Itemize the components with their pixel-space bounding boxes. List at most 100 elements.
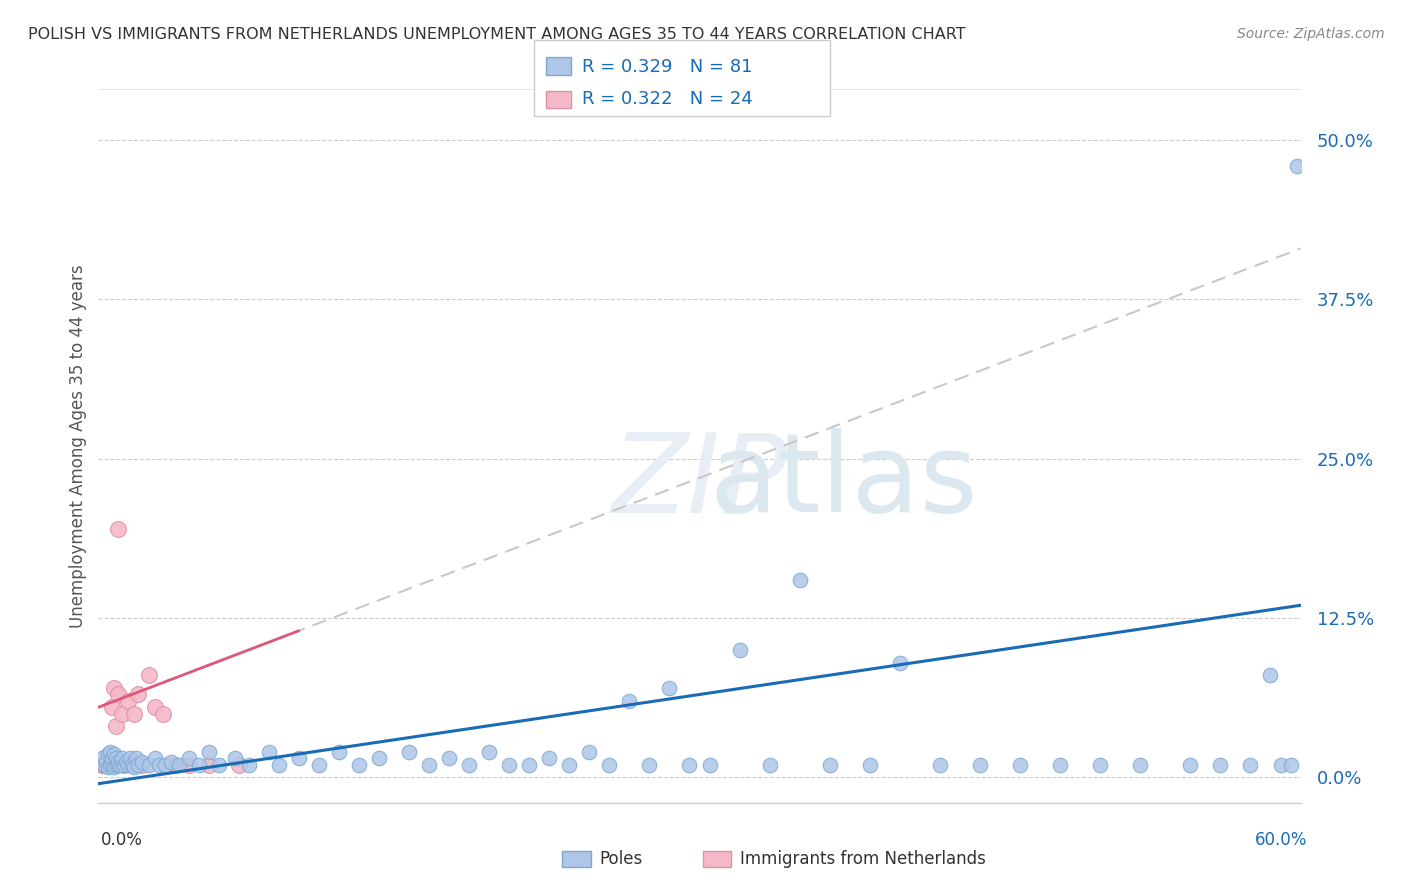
Point bbox=[117, 757, 139, 772]
Point bbox=[538, 751, 561, 765]
Point bbox=[121, 757, 143, 772]
Point bbox=[107, 757, 129, 772]
Point bbox=[498, 757, 520, 772]
Text: Immigrants from Netherlands: Immigrants from Netherlands bbox=[740, 850, 986, 868]
Point bbox=[97, 757, 120, 772]
Point bbox=[818, 757, 841, 772]
Point bbox=[97, 747, 120, 762]
Point bbox=[91, 757, 114, 772]
Point bbox=[658, 681, 681, 695]
Point bbox=[758, 757, 780, 772]
Point bbox=[328, 745, 350, 759]
Point bbox=[97, 760, 120, 774]
Point bbox=[969, 757, 991, 772]
Point bbox=[101, 751, 124, 765]
Point bbox=[929, 757, 952, 772]
Point bbox=[347, 757, 370, 772]
Point bbox=[103, 757, 125, 772]
Point bbox=[1129, 757, 1152, 772]
Point bbox=[96, 757, 118, 772]
Point bbox=[1239, 757, 1261, 772]
Point bbox=[418, 757, 440, 772]
Point bbox=[103, 760, 125, 774]
Point bbox=[105, 719, 128, 733]
Point bbox=[1279, 757, 1302, 772]
Point bbox=[117, 694, 139, 708]
Point bbox=[128, 688, 150, 702]
Point bbox=[105, 757, 128, 772]
Point bbox=[224, 751, 246, 765]
Point bbox=[163, 757, 186, 772]
Point bbox=[889, 656, 911, 670]
Point bbox=[93, 757, 115, 772]
Point bbox=[228, 757, 250, 772]
Point bbox=[1209, 757, 1232, 772]
Y-axis label: Unemployment Among Ages 35 to 44 years: Unemployment Among Ages 35 to 44 years bbox=[69, 264, 87, 628]
Point bbox=[124, 706, 146, 721]
Point bbox=[115, 755, 138, 769]
Point bbox=[1285, 159, 1308, 173]
Point bbox=[197, 745, 219, 759]
Point bbox=[728, 643, 751, 657]
Point bbox=[107, 755, 129, 769]
Point bbox=[368, 751, 391, 765]
Point bbox=[288, 751, 311, 765]
Text: R = 0.329   N = 81: R = 0.329 N = 81 bbox=[582, 59, 752, 77]
Point bbox=[138, 757, 160, 772]
Point bbox=[678, 757, 700, 772]
Point bbox=[100, 745, 122, 759]
Point bbox=[93, 757, 115, 772]
Point bbox=[558, 757, 581, 772]
Point bbox=[111, 706, 134, 721]
Point bbox=[267, 757, 290, 772]
Text: atlas: atlas bbox=[710, 428, 979, 535]
Point bbox=[103, 681, 125, 695]
Point bbox=[101, 700, 124, 714]
Point bbox=[1010, 757, 1032, 772]
Point bbox=[114, 757, 136, 772]
Point bbox=[96, 755, 118, 769]
Point bbox=[100, 757, 122, 772]
Point bbox=[131, 757, 153, 772]
Point bbox=[103, 747, 125, 762]
Point bbox=[398, 745, 420, 759]
Point bbox=[105, 751, 128, 765]
Text: POLISH VS IMMIGRANTS FROM NETHERLANDS UNEMPLOYMENT AMONG AGES 35 TO 44 YEARS COR: POLISH VS IMMIGRANTS FROM NETHERLANDS UN… bbox=[28, 27, 966, 42]
Point bbox=[1088, 757, 1111, 772]
Point bbox=[125, 751, 148, 765]
Point bbox=[159, 755, 181, 769]
Point bbox=[437, 751, 460, 765]
Point bbox=[153, 757, 176, 772]
Point bbox=[143, 700, 166, 714]
Point bbox=[111, 755, 134, 769]
Text: 60.0%: 60.0% bbox=[1256, 831, 1308, 849]
Point bbox=[121, 757, 143, 772]
Point bbox=[167, 757, 190, 772]
Text: R = 0.322   N = 24: R = 0.322 N = 24 bbox=[582, 90, 752, 108]
Point bbox=[131, 755, 153, 769]
Point bbox=[177, 751, 200, 765]
Text: Source: ZipAtlas.com: Source: ZipAtlas.com bbox=[1237, 27, 1385, 41]
Point bbox=[120, 751, 142, 765]
Text: ZIP: ZIP bbox=[612, 428, 787, 535]
Point bbox=[114, 757, 136, 772]
Point bbox=[308, 757, 330, 772]
Point bbox=[699, 757, 721, 772]
Point bbox=[578, 745, 600, 759]
Point bbox=[111, 751, 134, 765]
Point bbox=[1260, 668, 1282, 682]
Point bbox=[257, 745, 280, 759]
Point bbox=[478, 745, 501, 759]
Point bbox=[107, 688, 129, 702]
Point bbox=[124, 760, 146, 774]
Point bbox=[128, 757, 150, 772]
Point bbox=[859, 757, 882, 772]
Point bbox=[148, 757, 170, 772]
Point bbox=[110, 757, 132, 772]
Text: Poles: Poles bbox=[599, 850, 643, 868]
Text: 0.0%: 0.0% bbox=[101, 831, 143, 849]
Point bbox=[598, 757, 620, 772]
Point bbox=[100, 757, 122, 772]
Point bbox=[91, 751, 114, 765]
Point bbox=[789, 573, 811, 587]
